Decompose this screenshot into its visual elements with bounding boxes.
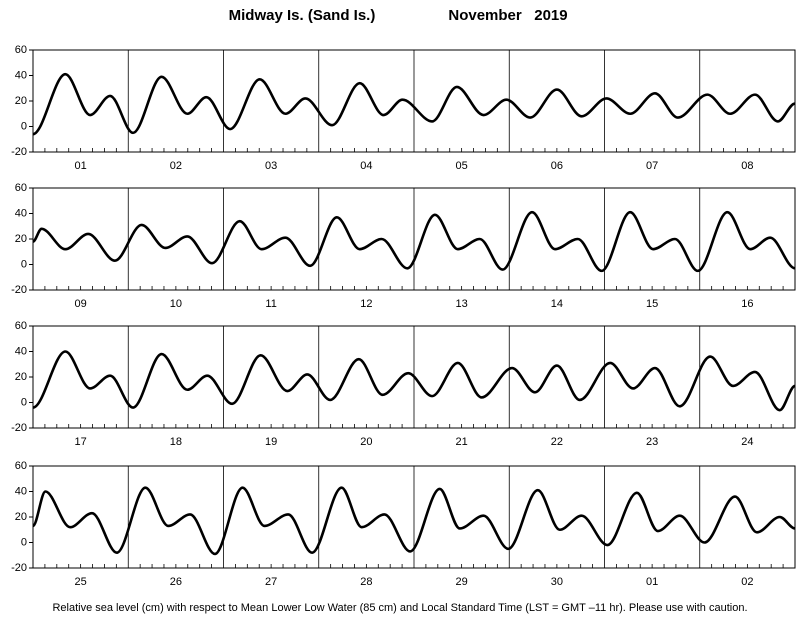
day-label: 01 [646,576,658,588]
day-label: 11 [265,298,276,310]
y-tick-label: 20 [15,371,27,383]
day-label: 10 [170,298,182,310]
tide-line [32,350,796,412]
day-label: 20 [360,436,372,448]
y-tick-label: 60 [15,320,27,332]
y-tick-label: 0 [21,120,27,132]
day-label: 06 [551,160,563,172]
y-tick-label: 40 [15,207,27,219]
day-label: 18 [170,436,182,448]
day-label: 22 [551,436,563,448]
y-tick-label: 0 [21,536,27,548]
tide-line [32,72,796,136]
day-label: 28 [360,576,372,588]
tide-line [31,486,796,556]
y-tick-label: -20 [11,146,27,158]
day-label: 17 [75,436,87,448]
day-label: 04 [360,160,372,172]
day-label: 02 [170,160,182,172]
y-tick-label: -20 [11,562,27,574]
day-label: 19 [265,436,277,448]
y-tick-label: 40 [15,485,27,497]
day-label: 01 [75,160,87,172]
y-tick-label: 40 [15,69,27,81]
day-label: 09 [75,298,87,310]
y-tick-label: 20 [15,511,27,523]
y-tick-label: -20 [11,284,27,296]
day-label: 03 [265,160,277,172]
day-label: 23 [646,436,658,448]
y-tick-label: 40 [15,345,27,357]
y-tick-label: 20 [15,233,27,245]
day-label: 02 [741,576,753,588]
day-label: 26 [170,576,182,588]
day-label: 16 [741,298,753,310]
day-label: 21 [456,436,468,448]
y-tick-label: 60 [15,460,27,472]
day-label: 25 [75,576,87,588]
y-tick-label: 0 [21,258,27,270]
y-tick-label: -20 [11,422,27,434]
day-label: 24 [741,436,753,448]
day-label: 14 [551,298,563,310]
chart-title: Midway Is. (Sand Is.) [229,7,376,24]
footnote: Relative sea level (cm) with respect to … [52,602,747,614]
chart-subtitle: November 2019 [448,7,567,24]
day-label: 29 [456,576,468,588]
day-label: 07 [646,160,658,172]
y-tick-label: 20 [15,95,27,107]
day-label: 05 [456,160,468,172]
day-label: 13 [456,298,468,310]
day-label: 08 [741,160,753,172]
day-label: 15 [646,298,658,310]
day-label: 27 [265,576,277,588]
day-label: 30 [551,576,563,588]
tide-line [32,210,796,273]
y-tick-label: 60 [15,182,27,194]
day-label: 12 [360,298,372,310]
y-tick-label: 60 [15,44,27,56]
y-tick-label: 0 [21,396,27,408]
